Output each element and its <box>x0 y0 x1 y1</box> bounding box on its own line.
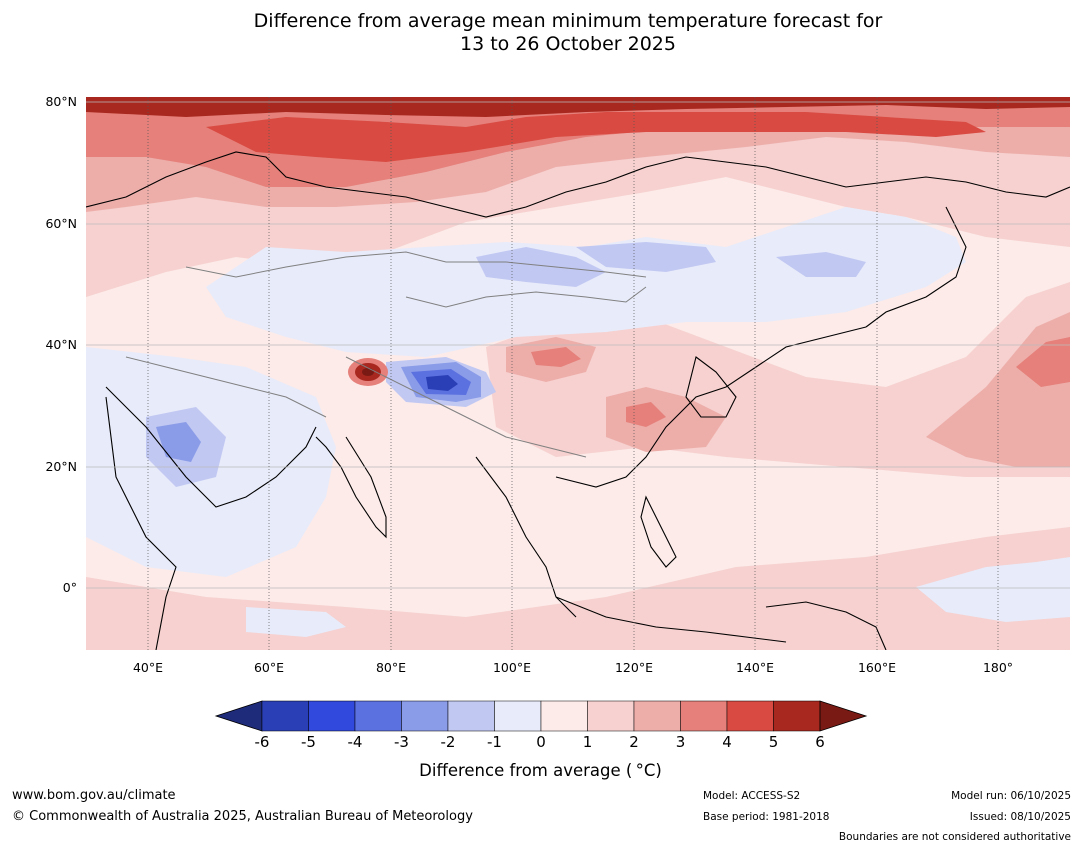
coastline-japan <box>685 356 737 418</box>
colorbar-tick-label: 5 <box>768 733 779 751</box>
border-middle-east <box>125 356 327 418</box>
lon-label-60e: 60°E <box>253 660 285 675</box>
colorbar-swatch <box>401 700 449 732</box>
colorbar-tick-label: 6 <box>815 733 825 751</box>
colorbar-swatch <box>587 700 635 732</box>
base-period: Base period: 1981-2018 <box>703 811 830 823</box>
colorbar-tick-label: -2 <box>440 733 456 751</box>
anomaly-region-pacific-warm <box>926 312 1070 467</box>
lon-label-140e: 140°E <box>735 660 774 675</box>
lon-label-160e: 160°E <box>857 660 896 675</box>
colorbar-swatch <box>494 700 542 732</box>
lat-label-60n: 60°N <box>45 216 77 231</box>
coastline-india <box>315 436 387 539</box>
lat-label-0: 0° <box>62 580 77 595</box>
colorbar-tick-label: 3 <box>675 733 686 751</box>
anomaly-region-russia-cool <box>576 242 716 272</box>
coastline-philippines <box>640 495 677 568</box>
lon-label-120e: 120°E <box>614 660 653 675</box>
lon-label-100e: 100°E <box>492 660 531 675</box>
colorbar-tick-label: 2 <box>629 733 639 751</box>
chart-title: Difference from average mean minimum tem… <box>0 10 1081 56</box>
model-run-date: Model run: 06/10/2025 <box>951 790 1071 802</box>
lat-label-80n: 80°N <box>45 94 77 109</box>
lon-label-80e: 80°E <box>375 660 407 675</box>
website-link[interactable]: www.bom.gov.au/climate <box>12 788 176 803</box>
anomaly-region-manchuria-cool <box>776 252 866 277</box>
colorbar-extend-low <box>214 700 263 732</box>
colorbar-tick-label: -6 <box>254 733 270 751</box>
colorbar-tick-label: 4 <box>722 733 732 751</box>
issued-date: Issued: 08/10/2025 <box>969 811 1071 823</box>
anomaly-region-arctic-warm3 <box>206 112 986 162</box>
border-russia-kazakhstan <box>185 251 647 278</box>
anomaly-region-pacific-cool <box>916 557 1070 622</box>
colorbar-swatch <box>680 700 728 732</box>
forecast-map <box>86 97 1070 650</box>
border-china-south <box>345 356 587 458</box>
colorbar-tick-label: -4 <box>347 733 363 751</box>
anomaly-region-indian-ocean-cool <box>246 607 346 637</box>
lon-label-40e: 40°E <box>132 660 164 675</box>
coastline-africa <box>105 396 177 650</box>
anomaly-region-japan-warm2 <box>626 402 666 427</box>
lat-label-20n: 20°N <box>45 459 77 474</box>
colorbar-extend-high <box>819 700 868 732</box>
anomaly-hotspot-hindukush-center <box>362 368 374 376</box>
anomaly-region-arabia-cool3 <box>156 422 201 462</box>
coastline-arabia <box>105 386 317 508</box>
colorbar-tick-label: -3 <box>394 733 409 751</box>
coastline-indonesia <box>555 596 787 643</box>
model-name: Model: ACCESS-S2 <box>703 790 801 802</box>
colorbar-swatch <box>773 700 821 732</box>
coastline-arctic-europe <box>86 151 1070 218</box>
colorbar-swatch <box>261 700 309 732</box>
coastline-kamchatka <box>865 206 967 328</box>
lat-label-40n: 40°N <box>45 337 77 352</box>
anomaly-region-mongolia-cool <box>476 247 606 287</box>
title-line-2: 13 to 26 October 2025 <box>460 33 676 55</box>
colorbar-label: Difference from average ( °C) <box>419 761 662 780</box>
boundaries-disclaimer: Boundaries are not considered authoritat… <box>838 831 1071 843</box>
longitude-gridlines <box>147 97 999 650</box>
coastline-southeast-asia <box>475 456 577 618</box>
colorbar-tick-label: -5 <box>301 733 316 751</box>
anomaly-region-pacific-warm2 <box>1016 337 1070 387</box>
coastline-east-asia <box>555 326 867 488</box>
colorbar-swatch <box>726 700 774 732</box>
colorbar-tick-label: 1 <box>582 733 593 751</box>
anomaly-region-japan-warm <box>606 387 726 452</box>
border-china-mongolia <box>405 286 647 308</box>
latitude-gridlines <box>86 101 1070 589</box>
lon-label-180: 180° <box>982 660 1014 675</box>
colorbar-tick-label: 0 <box>536 733 546 751</box>
colorbar-swatch <box>633 700 681 732</box>
copyright-text: © Commonwealth of Australia 2025, Austra… <box>12 809 473 824</box>
colorbar-swatch <box>447 700 495 732</box>
title-line-1: Difference from average mean minimum tem… <box>253 10 883 32</box>
anomaly-region-china-warm2 <box>531 347 581 367</box>
anomaly-region-tibet-cool4 <box>426 375 458 391</box>
coastline-new-guinea <box>765 601 887 650</box>
colorbar-swatch <box>540 700 588 732</box>
colorbar-swatch <box>308 700 356 732</box>
colorbar-swatch <box>354 700 402 732</box>
colorbar-tick-label: -1 <box>487 733 502 751</box>
